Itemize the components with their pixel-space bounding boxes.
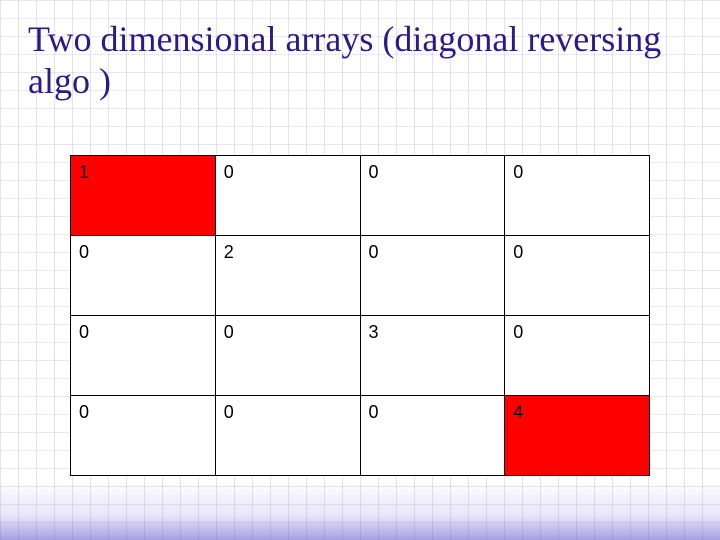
table-row: 1 0 0 0 [71, 156, 650, 236]
matrix-cell: 0 [360, 236, 505, 316]
matrix-cell: 0 [71, 396, 216, 476]
matrix-cell: 0 [505, 316, 650, 396]
table-row: 0 0 3 0 [71, 316, 650, 396]
bottom-gradient [0, 480, 720, 540]
matrix-cell: 3 [360, 316, 505, 396]
matrix-cell: 0 [215, 316, 360, 396]
matrix-cell: 0 [215, 396, 360, 476]
matrix-body: 1 0 0 0 0 2 0 0 0 0 3 0 0 0 0 4 [71, 156, 650, 476]
table-row: 0 2 0 0 [71, 236, 650, 316]
matrix-cell: 0 [360, 156, 505, 236]
matrix-cell: 1 [71, 156, 216, 236]
matrix-cell: 0 [360, 396, 505, 476]
matrix-cell: 0 [215, 156, 360, 236]
matrix-table: 1 0 0 0 0 2 0 0 0 0 3 0 0 0 0 4 [70, 155, 650, 476]
matrix-cell: 2 [215, 236, 360, 316]
matrix-cell: 0 [505, 156, 650, 236]
matrix-cell: 0 [71, 236, 216, 316]
matrix-table-wrap: 1 0 0 0 0 2 0 0 0 0 3 0 0 0 0 4 [70, 155, 650, 476]
page-title: Two dimensional arrays (diagonal reversi… [28, 18, 700, 103]
matrix-cell: 0 [505, 236, 650, 316]
matrix-cell: 0 [71, 316, 216, 396]
table-row: 0 0 0 4 [71, 396, 650, 476]
matrix-cell: 4 [505, 396, 650, 476]
